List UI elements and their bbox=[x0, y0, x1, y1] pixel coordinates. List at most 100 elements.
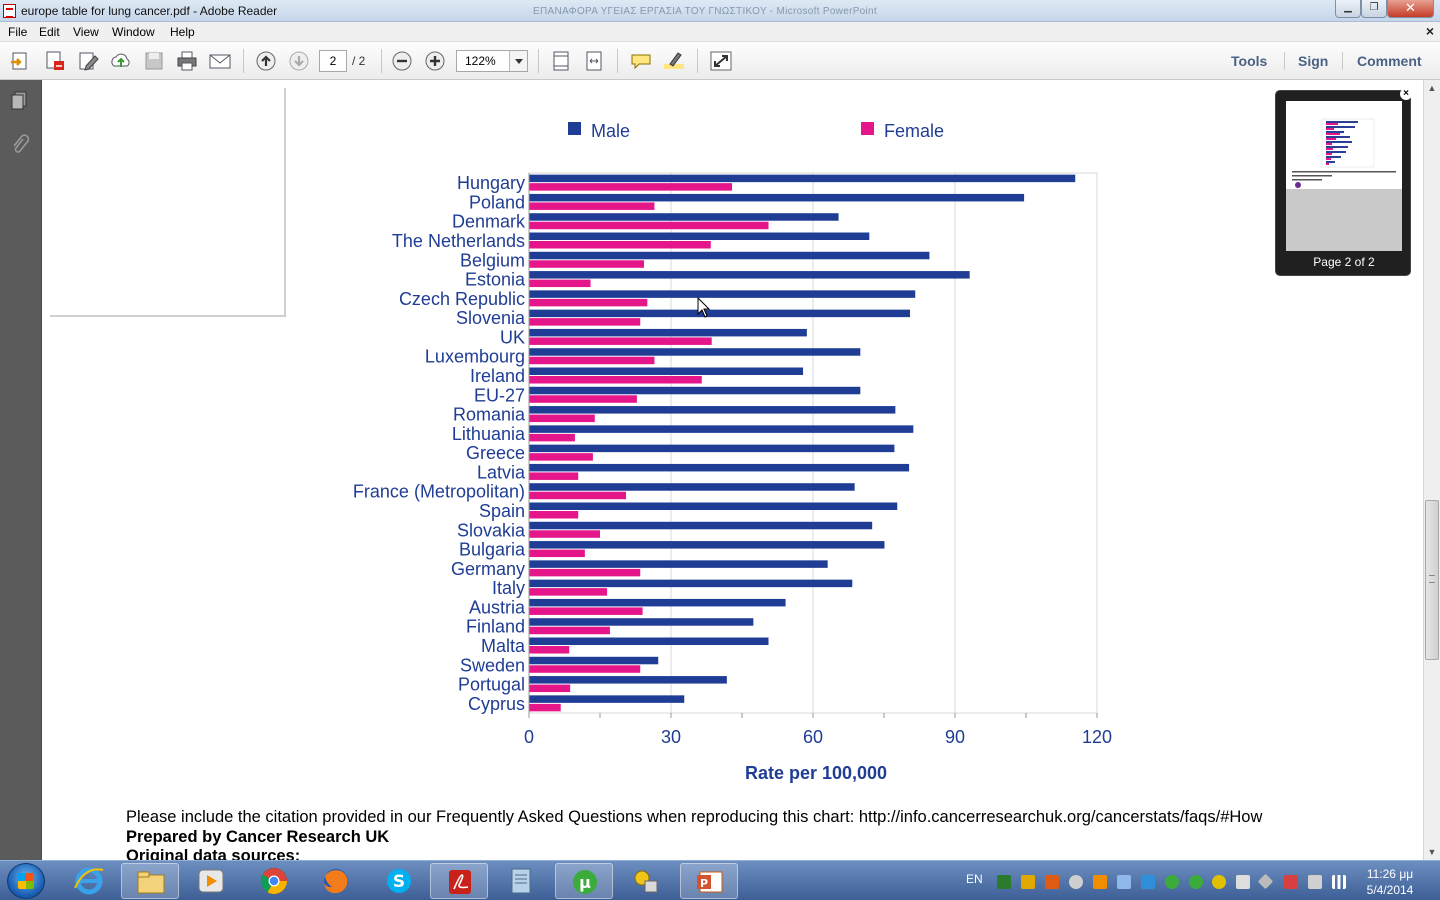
usb-icon[interactable] bbox=[1308, 875, 1322, 889]
page-thumbnails-icon[interactable] bbox=[9, 90, 31, 112]
network-signal-icon[interactable] bbox=[1332, 875, 1346, 889]
page-down-icon[interactable] bbox=[287, 50, 311, 72]
tray-app-icon[interactable] bbox=[1045, 875, 1059, 889]
utorrent-icon[interactable]: µ bbox=[555, 863, 613, 899]
bar-male bbox=[529, 637, 769, 645]
toolbar: 2 / 2 122% Tools Sign Comment bbox=[0, 42, 1440, 80]
bar-male bbox=[529, 521, 873, 530]
page-up-icon[interactable] bbox=[254, 50, 278, 72]
category-label: Romania bbox=[453, 405, 526, 425]
chrome-icon[interactable] bbox=[245, 863, 303, 899]
zoom-select[interactable]: 122% bbox=[456, 50, 528, 72]
tray-app-icon[interactable] bbox=[1117, 875, 1131, 889]
email-icon[interactable] bbox=[208, 50, 232, 72]
tray-app-icon[interactable] bbox=[1093, 875, 1107, 889]
tray-chat-icon[interactable] bbox=[1069, 875, 1083, 889]
minimize-button[interactable]: ▁ bbox=[1335, 0, 1361, 18]
tray-utorrent-icon[interactable] bbox=[1189, 875, 1203, 889]
adobe-reader-taskbar-icon[interactable] bbox=[430, 863, 488, 899]
start-button[interactable] bbox=[7, 863, 45, 899]
close-document-button[interactable]: × bbox=[1425, 23, 1434, 39]
bar-female bbox=[529, 511, 579, 519]
comment-button[interactable]: Comment bbox=[1357, 53, 1422, 69]
category-label: Slovakia bbox=[457, 520, 526, 540]
category-label: Cyprus bbox=[468, 694, 525, 714]
svg-text:S: S bbox=[393, 872, 405, 892]
tray-app-icon[interactable] bbox=[1021, 875, 1035, 889]
bar-female bbox=[529, 395, 637, 403]
tray-app-icon[interactable] bbox=[1141, 875, 1155, 889]
bar-male bbox=[529, 271, 970, 279]
bar-female bbox=[529, 376, 702, 384]
file-explorer-icon[interactable] bbox=[121, 863, 179, 899]
media-player-icon[interactable] bbox=[182, 863, 240, 899]
fit-width-icon[interactable] bbox=[582, 50, 606, 72]
flag-icon[interactable] bbox=[1236, 875, 1250, 889]
powerpoint-icon[interactable]: P bbox=[680, 863, 738, 899]
menu-edit[interactable]: Edit bbox=[39, 25, 60, 39]
toolbar-separator bbox=[1284, 52, 1285, 70]
tray-app-icon[interactable] bbox=[1212, 875, 1226, 889]
page-number-input[interactable]: 2 bbox=[319, 50, 347, 72]
maximize-button[interactable]: ❐ bbox=[1361, 0, 1387, 18]
menu-window[interactable]: Window bbox=[112, 25, 155, 39]
category-label: Belgium bbox=[460, 250, 525, 270]
save-icon[interactable] bbox=[142, 50, 166, 72]
category-label: Lithuania bbox=[452, 424, 526, 444]
scroll-up-icon[interactable]: ▲ bbox=[1427, 83, 1437, 93]
network-diamond-icon[interactable] bbox=[1257, 873, 1274, 890]
tools-app-icon[interactable] bbox=[617, 863, 675, 899]
language-indicator[interactable]: EN bbox=[966, 872, 983, 886]
bar-female bbox=[529, 626, 610, 635]
sign-button[interactable]: Sign bbox=[1298, 53, 1329, 69]
svg-text:µ: µ bbox=[579, 873, 591, 892]
bar-female bbox=[529, 646, 570, 654]
highlight-icon[interactable] bbox=[662, 50, 686, 72]
menu-help[interactable]: Help bbox=[170, 25, 195, 39]
bar-male bbox=[529, 560, 828, 568]
chevron-down-icon[interactable] bbox=[509, 51, 527, 71]
menu-view[interactable]: View bbox=[73, 25, 99, 39]
category-label: Denmark bbox=[452, 212, 526, 232]
bar-female bbox=[529, 472, 579, 480]
category-label: Hungary bbox=[457, 173, 525, 193]
menu-file[interactable]: File bbox=[8, 25, 28, 39]
zoom-out-icon[interactable] bbox=[390, 50, 414, 72]
internet-explorer-icon[interactable] bbox=[60, 863, 118, 899]
bar-male bbox=[529, 290, 916, 298]
close-button[interactable]: ✕ bbox=[1387, 0, 1434, 18]
bar-female bbox=[529, 183, 733, 191]
comment-icon[interactable] bbox=[629, 50, 653, 72]
close-icon[interactable]: × bbox=[1400, 88, 1412, 100]
volume-icon[interactable] bbox=[1338, 875, 1352, 889]
legend-swatch-female bbox=[861, 122, 874, 135]
print-icon[interactable] bbox=[175, 50, 199, 72]
edit-pdf-icon[interactable] bbox=[77, 50, 101, 72]
page-thumbnail-image[interactable] bbox=[1286, 101, 1402, 251]
zoom-in-icon[interactable] bbox=[423, 50, 447, 72]
x-tick-label: 90 bbox=[945, 727, 965, 747]
upload-cloud-icon[interactable] bbox=[109, 50, 133, 72]
create-pdf-icon[interactable] bbox=[43, 50, 67, 72]
category-label: Estonia bbox=[465, 270, 526, 290]
clock[interactable]: 11:26 μμ 5/4/2014 bbox=[1352, 866, 1428, 898]
scrollbar-thumb[interactable] bbox=[1425, 500, 1439, 660]
bar-male bbox=[529, 174, 1076, 183]
tray-app-icon[interactable] bbox=[997, 875, 1011, 889]
scroll-down-icon[interactable]: ▼ bbox=[1427, 847, 1437, 857]
skype-icon[interactable]: S bbox=[370, 863, 428, 899]
toolbar-separator bbox=[381, 49, 382, 73]
firefox-icon[interactable] bbox=[307, 863, 365, 899]
vertical-scrollbar[interactable]: ▲ ▼ bbox=[1423, 80, 1440, 860]
taskbar: S µ P EN 11:26 μμ 5/4/2014 bbox=[0, 860, 1440, 900]
tools-button[interactable]: Tools bbox=[1231, 53, 1268, 69]
paper-clip-icon[interactable] bbox=[9, 134, 31, 156]
open-file-icon[interactable] bbox=[9, 50, 33, 72]
notepad-icon[interactable] bbox=[492, 863, 550, 899]
bar-male bbox=[529, 328, 807, 337]
fit-page-icon[interactable] bbox=[549, 50, 573, 72]
page-thumbnail-popup[interactable]: Page 2 of 2 × bbox=[1275, 88, 1412, 276]
tray-app-icon[interactable] bbox=[1284, 875, 1298, 889]
tray-utorrent-icon[interactable] bbox=[1165, 875, 1179, 889]
fullscreen-icon[interactable] bbox=[709, 50, 733, 72]
